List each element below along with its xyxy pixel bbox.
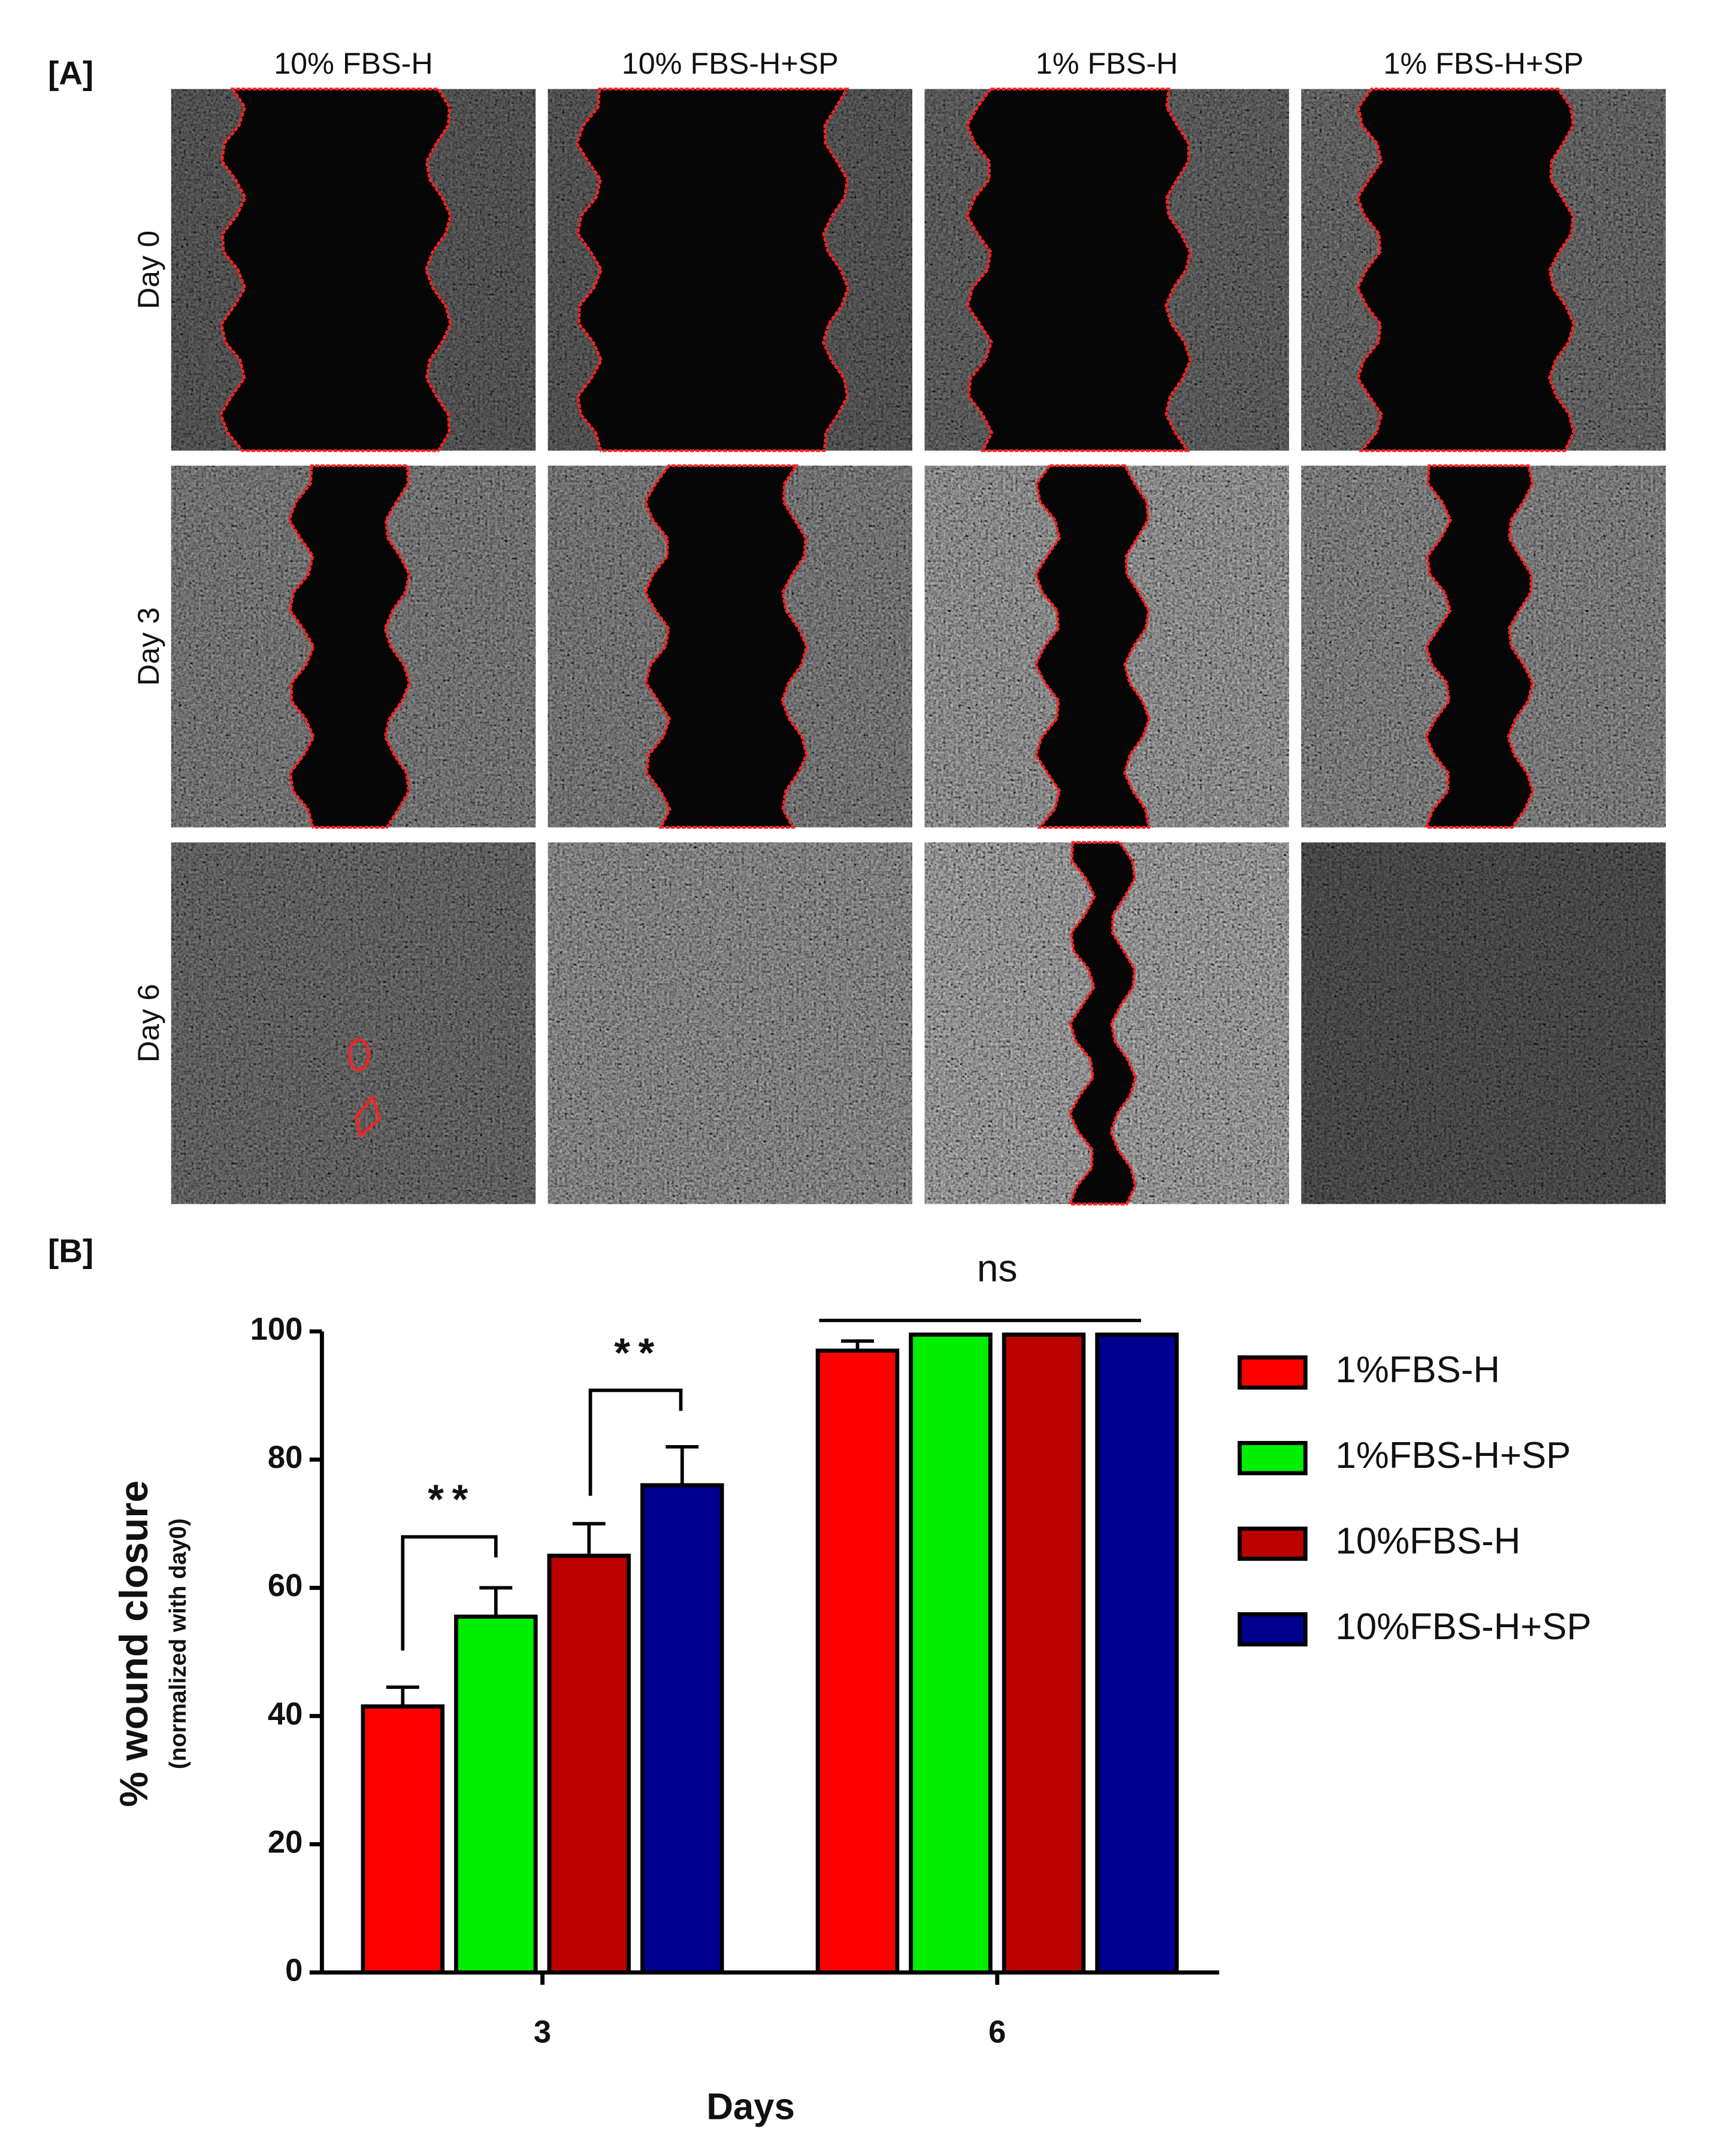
legend-label: 1%FBS-H+SP (1336, 1435, 1571, 1476)
micrograph (1301, 87, 1666, 452)
bar (547, 1554, 631, 1975)
legend-label: 10%FBS-H (1336, 1521, 1521, 1562)
micrograph (924, 464, 1289, 829)
legend-swatch (1238, 1355, 1308, 1390)
micrograph (548, 87, 912, 452)
wound-area (1424, 464, 1535, 829)
column-title: 10% FBS-H+SP (622, 46, 839, 80)
x-tick-label: 6 (988, 2014, 1006, 2049)
wound-area (575, 87, 849, 452)
y-tick-label: 0 (285, 1952, 303, 1988)
significance-bracket (588, 1388, 683, 1496)
legend-swatch (1238, 1527, 1308, 1561)
micrograph-cells (548, 842, 912, 1204)
panel-label: [A] (48, 54, 93, 91)
y-axis-subtitle: (normalized with day0) (165, 1518, 191, 1769)
wound-area (347, 1038, 370, 1071)
bar (361, 1704, 445, 1975)
micrograph (171, 87, 536, 452)
bar (815, 1348, 900, 1975)
bar (1095, 1333, 1179, 1975)
row-label: Day 6 (131, 984, 165, 1062)
wound-area (966, 87, 1192, 452)
wound-area (1034, 464, 1151, 829)
micrograph (1301, 464, 1666, 829)
bar (909, 1333, 993, 1975)
annotation: ** (614, 1330, 663, 1376)
legend-label: 1%FBS-H (1336, 1349, 1500, 1391)
y-tick-label: 60 (268, 1568, 303, 1603)
legend-swatch (1238, 1612, 1308, 1647)
significance-bracket (401, 1535, 498, 1651)
column-title: 1% FBS-H+SP (1384, 46, 1584, 80)
y-tick-label: 20 (268, 1824, 303, 1860)
panel-label: [B] (48, 1232, 93, 1269)
wound-area (1067, 841, 1137, 1206)
x-tick-label: 3 (534, 2014, 551, 2049)
micrograph (924, 87, 1289, 452)
y-tick-label: 80 (268, 1440, 303, 1475)
micrograph (924, 841, 1289, 1206)
micrograph (171, 842, 536, 1204)
micrograph (1301, 842, 1666, 1204)
bar (1002, 1333, 1086, 1975)
bar (640, 1483, 724, 1975)
y-axis-title: % wound closure (112, 1480, 156, 1807)
legend-swatch (1238, 1441, 1308, 1476)
wound-area (219, 87, 452, 452)
y-tick-label: 100 (250, 1312, 303, 1347)
micrograph (548, 464, 912, 829)
x-axis-title: Days (706, 2087, 795, 2128)
micrograph (171, 464, 536, 829)
wound-area (355, 1094, 382, 1138)
legend-label: 10%FBS-H+SP (1336, 1606, 1592, 1648)
row-label: Day 0 (131, 231, 165, 309)
row-label: Day 3 (131, 607, 165, 686)
wound-area (643, 464, 809, 829)
micrograph-cells (171, 842, 536, 1204)
column-title: 1% FBS-H (1036, 46, 1178, 80)
bar (454, 1615, 538, 1975)
y-tick-label: 40 (268, 1696, 303, 1731)
wound-area (1356, 87, 1575, 452)
micrograph-cells (1301, 842, 1666, 1204)
annotation: ** (428, 1476, 476, 1522)
column-title: 10% FBS-H (274, 46, 433, 80)
wound-area (288, 464, 412, 829)
micrograph (548, 842, 912, 1204)
annotation: ns (977, 1246, 1018, 1289)
